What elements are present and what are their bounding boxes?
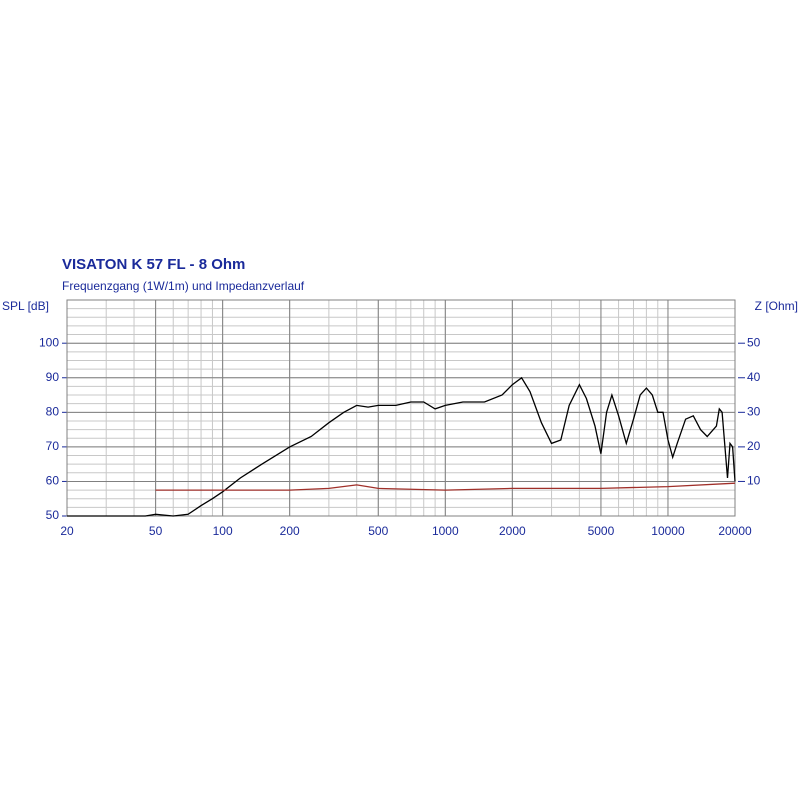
x-tick-label: 50	[149, 524, 163, 538]
y-tick-label: 50	[46, 508, 60, 522]
x-tick-label: 500	[368, 524, 388, 538]
y2-axis-label: Z [Ohm]	[755, 299, 798, 313]
x-tick-label: 1000	[432, 524, 459, 538]
y-axis-label: SPL [dB]	[2, 299, 49, 313]
y2-tick-label: 30	[747, 404, 761, 418]
data-line	[155, 482, 736, 491]
y-tick-label: 60	[46, 474, 60, 488]
y2-tick-label: 40	[747, 370, 761, 384]
data-line	[67, 376, 736, 517]
x-tick-label: 200	[280, 524, 300, 538]
x-tick-label: 100	[213, 524, 233, 538]
x-tick-label: 5000	[588, 524, 615, 538]
y-tick-label: 70	[46, 439, 60, 453]
chart-title: VISATON K 57 FL - 8 Ohm	[62, 256, 245, 273]
x-tick-label: 20	[60, 524, 74, 538]
y-tick-label: 80	[46, 404, 60, 418]
x-tick-label: 2000	[499, 524, 526, 538]
y2-tick-label: 50	[747, 335, 761, 349]
x-tick-label: 20000	[718, 524, 752, 538]
y2-tick-label: 20	[747, 439, 761, 453]
y2-tick-label: 10	[747, 474, 761, 488]
y-tick-label: 100	[39, 335, 59, 349]
x-tick-label: 10000	[651, 524, 685, 538]
chart-subtitle: Frequenzgang (1W/1m) und Impedanzverlauf	[62, 279, 305, 293]
y-tick-label: 90	[46, 370, 60, 384]
plot-frame	[66, 299, 736, 517]
